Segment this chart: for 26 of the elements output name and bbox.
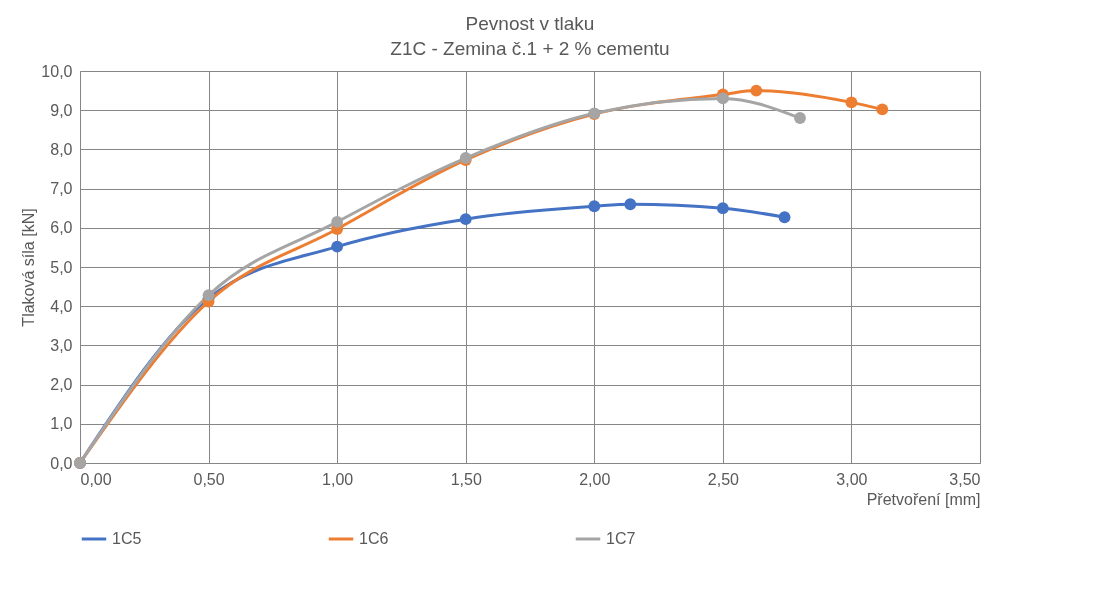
- y-tick-label: 0,0: [50, 454, 73, 472]
- x-tick-label: 0,50: [193, 470, 225, 488]
- y-tick-label: 2,0: [50, 376, 73, 394]
- chart-subtitle: Z1C - Zemina č.1 + 2 % cementu: [390, 38, 670, 59]
- y-tick-label: 5,0: [50, 258, 73, 276]
- legend-label: 1C6: [359, 530, 389, 547]
- y-tick-label: 6,0: [50, 219, 73, 237]
- y-tick-label: 1,0: [50, 415, 73, 433]
- y-axis-title: Tlaková síla [kN]: [20, 208, 38, 327]
- chart-title: Pevnost v tlaku: [465, 13, 595, 34]
- x-tick-label: 2,00: [579, 470, 611, 488]
- x-tick-label: 3,00: [836, 470, 868, 488]
- legend-label: 1C5: [112, 530, 142, 547]
- x-tick-label: 1,00: [322, 470, 354, 488]
- y-tick-label: 4,0: [50, 297, 73, 315]
- legend-label: 1C7: [606, 530, 636, 547]
- y-tick-label: 10,0: [41, 62, 73, 80]
- x-tick-label: 3,50: [949, 470, 981, 488]
- x-axis-title: Přetvoření [mm]: [866, 490, 981, 508]
- y-tick-label: 9,0: [50, 101, 73, 119]
- x-tick-label: 2,50: [707, 470, 740, 488]
- y-tick-label: 7,0: [50, 180, 73, 198]
- y-tick-label: 8,0: [50, 140, 73, 158]
- y-tick-label: 3,0: [50, 336, 73, 354]
- x-tick-label: 0,00: [80, 470, 112, 488]
- x-tick-label: 1,50: [450, 470, 482, 488]
